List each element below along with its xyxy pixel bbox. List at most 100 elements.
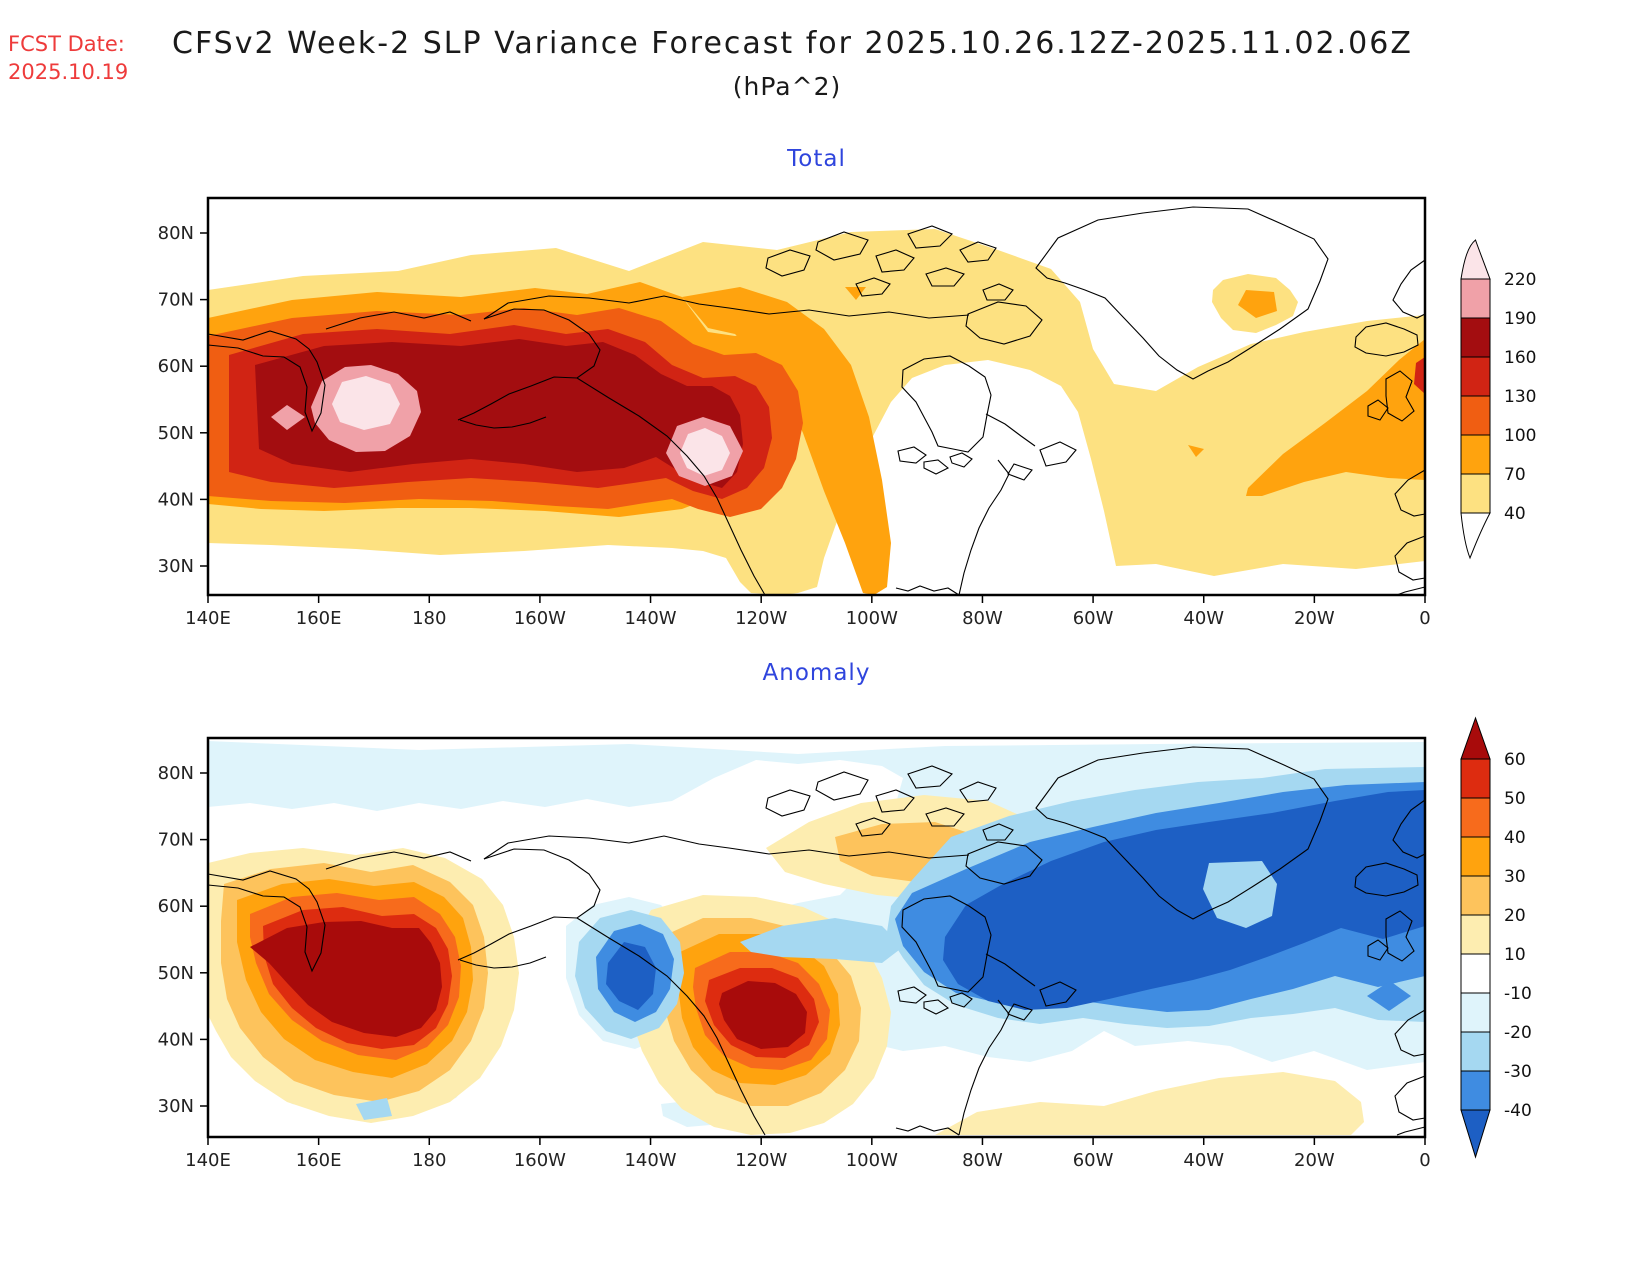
coastline-path: [459, 416, 547, 429]
x-axis-tick-label: 40W: [1183, 1150, 1224, 1171]
coastline-path: [925, 807, 965, 827]
y-axis-tick-label: 40N: [158, 489, 194, 510]
colorbar-label: 10: [1504, 945, 1526, 965]
coastline-path: [897, 446, 927, 464]
coastline-path: [815, 231, 869, 261]
coastline-path: [765, 249, 811, 277]
coastline-path: [1392, 799, 1426, 859]
coastline-path: [895, 1125, 960, 1136]
coastline-path: [982, 823, 1014, 841]
colorbar-top-arrow: [1460, 716, 1491, 760]
colorbar-band: [1460, 758, 1491, 799]
map-plot-area: 80N 70N 60N 50N 40N 30N 140E 160E 180 160W 140W 120…: [158, 196, 1431, 629]
coastline-path: [923, 459, 950, 475]
colorbar-label: 30: [1504, 867, 1526, 887]
colorbar-band: [1460, 473, 1491, 514]
y-axis-tick-label: 70N: [158, 290, 194, 311]
map-frame: [206, 196, 1427, 597]
contour-region: [943, 790, 1425, 1010]
x-axis-tick-label: 40W: [1183, 608, 1224, 629]
coastline-path: [1396, 1126, 1426, 1136]
y-axis-tick-label: 70N: [158, 830, 194, 851]
x-axis-tick-label: 0: [1419, 608, 1430, 629]
colorbar-band: [1460, 836, 1491, 877]
forecast-date-value: 2025.10.19: [8, 60, 129, 84]
coastline-path: [1367, 939, 1389, 961]
colorbar-bottom-arrow: [1460, 1109, 1491, 1159]
colorbar-label: -20: [1504, 1023, 1532, 1043]
colorbar-band: [1460, 356, 1491, 397]
colorbar-label: -30: [1504, 1062, 1532, 1082]
colorbar-label: -10: [1504, 984, 1532, 1004]
colorbar-band: [1460, 1070, 1491, 1111]
coastline-path: [985, 953, 1036, 987]
y-axis-tick-label: 60N: [158, 896, 194, 917]
colorbar-label: 130: [1504, 387, 1536, 407]
coastline-path: [949, 992, 973, 1008]
colorbar-band: [1460, 992, 1491, 1033]
colorbar-band: [1460, 875, 1491, 916]
colorbar-band: [1460, 434, 1491, 475]
coastline-path: [982, 283, 1014, 301]
units-subtitle: (hPa^2): [732, 72, 842, 101]
colorbar-label: 70: [1504, 465, 1526, 485]
page-title: CFSv2 Week-2 SLP Variance Forecast for 2…: [172, 26, 1413, 61]
contour-region: [332, 376, 400, 430]
coastline-path: [1354, 862, 1419, 897]
y-axis-tick-label: 40N: [158, 1029, 194, 1050]
colorbar-top-cap: [1460, 239, 1491, 280]
colorbar-label: 100: [1504, 426, 1536, 446]
x-axis-tick-label: 120W: [735, 1150, 787, 1171]
colorbar-band: [1460, 914, 1491, 955]
coastline-path: [901, 895, 992, 993]
x-axis-tick-label: 80W: [962, 1150, 1003, 1171]
coastline-path: [483, 835, 970, 860]
contour-region: [680, 428, 730, 476]
coastline-path: [1367, 399, 1389, 421]
x-axis-tick-label: 160E: [296, 608, 342, 629]
coastline-path: [1039, 441, 1077, 467]
colorbar-label: 60: [1504, 750, 1526, 770]
colorbar-label: -40: [1504, 1101, 1532, 1121]
contour-region: [740, 918, 903, 963]
x-axis-tick-label: 20W: [1294, 608, 1335, 629]
coastline-path: [325, 851, 472, 870]
coastline-path: [949, 452, 973, 468]
coastline-path: [457, 848, 601, 961]
panel-title-total: Total: [787, 146, 846, 172]
x-axis-tick-label: 140E: [185, 1150, 231, 1171]
colorbar-label: 220: [1504, 270, 1536, 290]
coastline-path: [875, 789, 915, 813]
colorbar-band: [1460, 1031, 1491, 1072]
x-axis-tick-label: 140W: [624, 1150, 676, 1171]
colorbar-label: 190: [1504, 309, 1536, 329]
contour-region: [1414, 357, 1425, 394]
contour-region: [356, 1098, 392, 1120]
contour-region: [719, 981, 807, 1049]
contour-region: [845, 287, 866, 300]
forecast-date: FCST Date: 2025.10.19: [8, 30, 128, 86]
coastline-path: [1354, 322, 1419, 357]
x-axis-tick-label: 160E: [296, 1150, 342, 1171]
coastline-path: [1007, 463, 1033, 481]
coastline-path: [207, 330, 326, 433]
coastline-path: [325, 311, 472, 330]
coastline-path: [1385, 910, 1415, 962]
colorbar-label: 40: [1504, 504, 1526, 524]
x-axis-tick-label: 60W: [1073, 608, 1114, 629]
colorbar-band: [1460, 797, 1491, 838]
x-axis-tick-label: 80W: [962, 608, 1003, 629]
coastline-path: [1394, 1075, 1426, 1121]
total-colorbar: 220 190 160 130 100 70 40: [1460, 239, 1536, 560]
coastline-path: [1035, 206, 1329, 380]
forecast-date-label: FCST Date:: [8, 32, 125, 56]
coastline-path: [923, 999, 950, 1015]
panel-title-anomaly: Anomaly: [762, 660, 871, 686]
x-axis-tick-label: 20W: [1294, 1150, 1335, 1171]
contour-region: [1238, 290, 1277, 318]
y-axis-tick-label: 60N: [158, 356, 194, 377]
coastline-path: [875, 249, 915, 273]
x-axis-tick-label: 180: [412, 608, 446, 629]
coastline-path: [855, 817, 891, 837]
coastline-path: [925, 267, 965, 287]
